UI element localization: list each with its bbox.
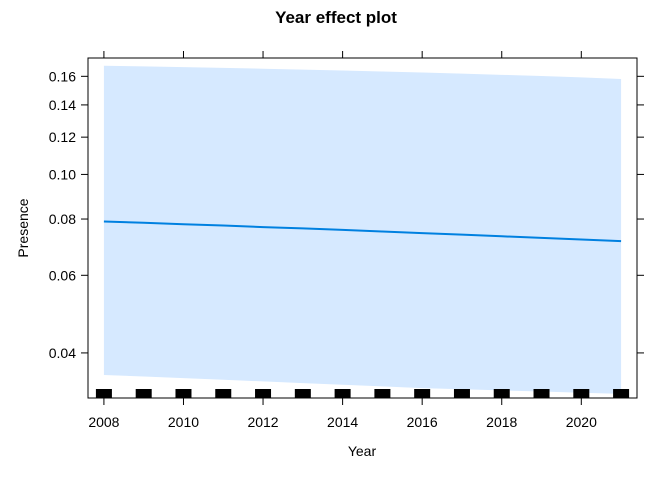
y-tick-label: 0.04 xyxy=(49,345,76,361)
chart-title: Year effect plot xyxy=(275,8,397,27)
y-tick-label: 0.12 xyxy=(49,129,76,145)
x-tick-label: 2018 xyxy=(486,414,517,430)
rug-mark xyxy=(215,389,232,398)
rug-mark xyxy=(414,389,431,398)
x-tick-label: 2020 xyxy=(566,414,597,430)
y-axis-label: Presence xyxy=(15,198,31,257)
x-axis: 2008 2010 2012 2014 2016 2018 2020 xyxy=(88,51,597,430)
y-tick-label: 0.14 xyxy=(49,97,76,113)
rug-mark xyxy=(95,389,112,398)
rug-mark xyxy=(334,389,351,398)
plot-frame xyxy=(87,57,638,399)
x-tick-label: 2010 xyxy=(168,414,199,430)
rug-mark xyxy=(135,389,152,398)
fit-line-layer xyxy=(103,220,622,243)
x-tick-label: 2012 xyxy=(247,414,278,430)
rug-mark xyxy=(374,389,391,398)
y-tick-label: 0.16 xyxy=(49,68,76,84)
rug-layer xyxy=(95,389,630,398)
x-tick-label: 2008 xyxy=(88,414,119,430)
rug-mark xyxy=(613,389,630,398)
rug-mark xyxy=(533,389,550,398)
x-tick-label: 2014 xyxy=(327,414,358,430)
y-tick-label: 0.10 xyxy=(49,166,76,182)
rug-mark xyxy=(453,389,470,398)
y-tick-label: 0.06 xyxy=(49,267,76,283)
x-tick-label: 2016 xyxy=(407,414,438,430)
rug-mark xyxy=(255,389,272,398)
rug-mark xyxy=(294,389,311,398)
rug-mark xyxy=(493,389,510,398)
rug-mark xyxy=(175,389,192,398)
rug-mark xyxy=(573,389,590,398)
x-axis-label: Year xyxy=(348,443,377,459)
y-axis: 0.04 0.06 0.08 0.10 0.12 0.14 0.16 xyxy=(49,68,644,361)
y-tick-label: 0.08 xyxy=(49,211,76,227)
fit-line xyxy=(103,220,622,243)
